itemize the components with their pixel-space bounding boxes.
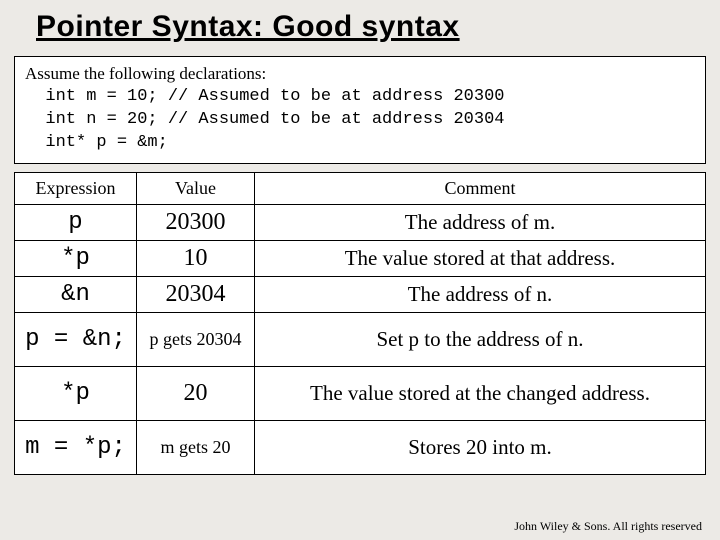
col-header-expression: Expression xyxy=(15,172,137,204)
col-header-value: Value xyxy=(137,172,255,204)
cell-value: 20304 xyxy=(137,276,255,312)
cell-comment: The value stored at that address. xyxy=(255,240,706,276)
copyright-text: John Wiley & Sons. All rights reserved xyxy=(514,520,702,534)
table-row: &n 20304 The address of n. xyxy=(15,276,706,312)
col-header-comment: Comment xyxy=(255,172,706,204)
cell-expression: p xyxy=(15,204,137,240)
cell-comment: The address of m. xyxy=(255,204,706,240)
cell-expression: m = *p; xyxy=(15,420,137,474)
cell-expression: p = &n; xyxy=(15,312,137,366)
cell-comment: Stores 20 into m. xyxy=(255,420,706,474)
cell-value: m gets 20 xyxy=(137,420,255,474)
table-row: p = &n; p gets 20304 Set p to the addres… xyxy=(15,312,706,366)
declaration-line: int m = 10; // Assumed to be at address … xyxy=(25,86,695,109)
page-title: Pointer Syntax: Good syntax xyxy=(36,10,706,44)
table-header-row: Expression Value Comment xyxy=(15,172,706,204)
table-row: p 20300 The address of m. xyxy=(15,204,706,240)
cell-value: 10 xyxy=(137,240,255,276)
cell-value: 20300 xyxy=(137,204,255,240)
declaration-line: int* p = &m; xyxy=(25,132,695,155)
cell-expression: &n xyxy=(15,276,137,312)
table-row: *p 10 The value stored at that address. xyxy=(15,240,706,276)
cell-expression: *p xyxy=(15,366,137,420)
declarations-box: Assume the following declarations: int m… xyxy=(14,56,706,164)
declaration-line: int n = 20; // Assumed to be at address … xyxy=(25,109,695,132)
cell-comment: Set p to the address of n. xyxy=(255,312,706,366)
cell-value: p gets 20304 xyxy=(137,312,255,366)
cell-comment: The value stored at the changed address. xyxy=(255,366,706,420)
cell-comment: The address of n. xyxy=(255,276,706,312)
table-row: *p 20 The value stored at the changed ad… xyxy=(15,366,706,420)
cell-value: 20 xyxy=(137,366,255,420)
cell-expression: *p xyxy=(15,240,137,276)
table-row: m = *p; m gets 20 Stores 20 into m. xyxy=(15,420,706,474)
pointer-table: Expression Value Comment p 20300 The add… xyxy=(14,172,706,475)
declarations-lead: Assume the following declarations: xyxy=(25,63,695,86)
